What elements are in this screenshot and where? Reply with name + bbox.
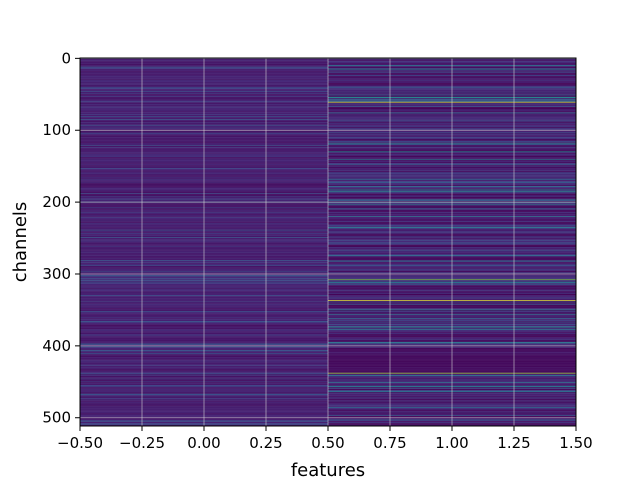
y-axis-label: channels (10, 202, 31, 283)
x-tick-label: 0.00 (187, 434, 220, 452)
y-tick-label: 0 (61, 49, 71, 67)
x-axis-ticks: −0.50 −0.25 0.00 0.25 0.50 0.75 1.00 1.25 1.50 (57, 426, 593, 452)
x-tick-label: 1.25 (497, 434, 530, 452)
y-tick-label: 300 (42, 265, 71, 283)
x-tick-label: −0.25 (119, 434, 165, 452)
x-tick-label: −0.50 (57, 434, 103, 452)
y-tick-label: 500 (42, 409, 71, 427)
x-tick-label: 0.75 (373, 434, 406, 452)
x-tick-label: 0.50 (311, 434, 344, 452)
x-axis-label: features (291, 460, 365, 480)
y-axis-ticks: 0 100 200 300 400 500 (42, 49, 80, 427)
y-tick-label: 400 (42, 337, 71, 355)
y-tick-label: 100 (42, 121, 71, 139)
x-tick-label: 0.25 (249, 434, 282, 452)
y-tick-label: 200 (42, 193, 71, 211)
x-tick-label: 1.50 (559, 434, 592, 452)
x-tick-label: 1.00 (435, 434, 468, 452)
